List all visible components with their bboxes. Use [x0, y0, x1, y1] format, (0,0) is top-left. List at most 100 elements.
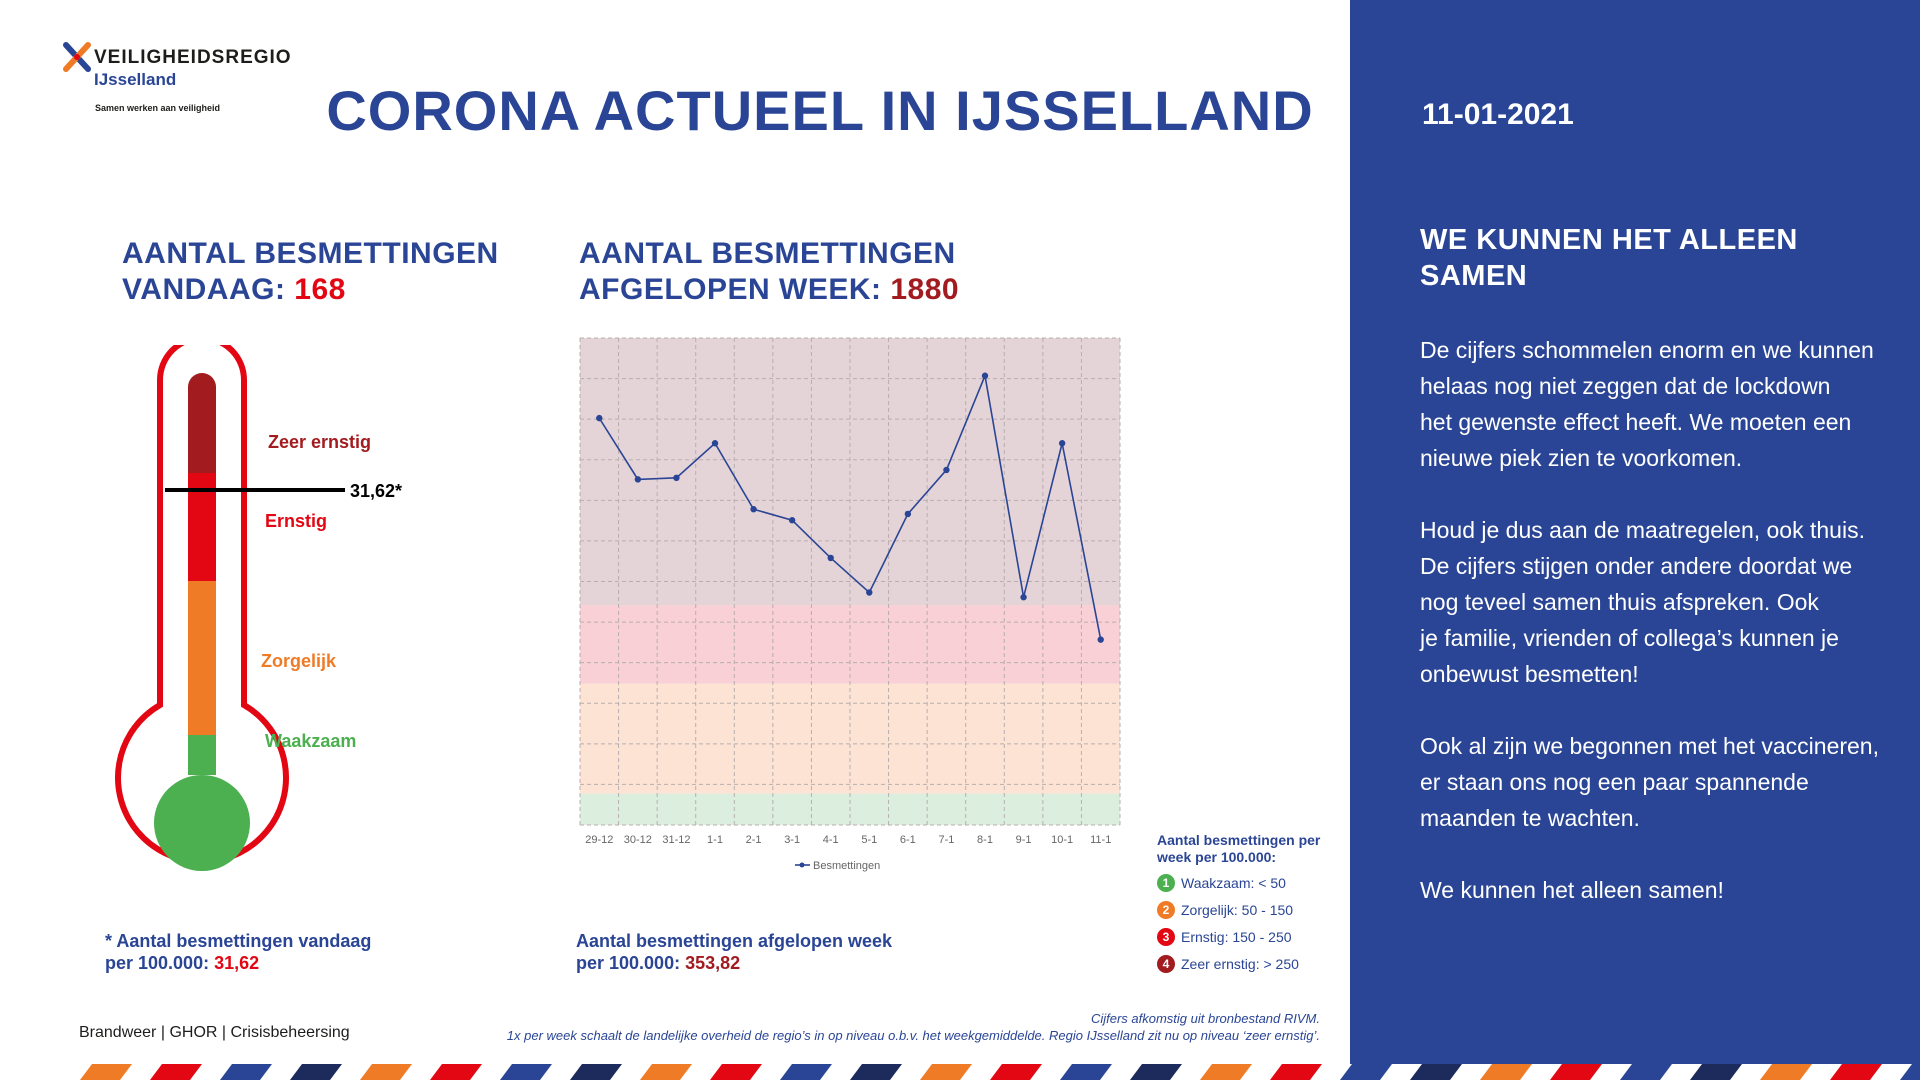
- brand-separator: |: [160, 1024, 165, 1041]
- sidebar-panel: [1350, 0, 1920, 1064]
- thermometer: [115, 345, 345, 871]
- today-heading: AANTAL BESMETTINGEN VANDAAG: 168: [122, 236, 499, 308]
- legend-number-2: 2: [1157, 901, 1175, 919]
- chart-x-tick-label: 3-1: [784, 834, 800, 846]
- sidebar-line: nieuwe piek zien te voorkomen.: [1420, 445, 1743, 471]
- week-footnote-value: 353,82: [685, 953, 741, 973]
- decorative-stripe: [80, 1064, 1920, 1080]
- chart-data-point: [904, 510, 912, 518]
- chart-x-tick-label: 5-1: [861, 834, 877, 846]
- sidebar-line: nog teveel samen thuis afspreken. Ook: [1420, 589, 1819, 615]
- source-note: Cijfers afkomstig uit bronbestand RIVM. …: [507, 1010, 1320, 1044]
- footer-brand: Brandweer | GHOR | Crisisbeheersing: [79, 1024, 350, 1042]
- today-heading-line1: AANTAL BESMETTINGEN: [122, 237, 499, 270]
- week-heading-line1: AANTAL BESMETTINGEN: [579, 237, 956, 270]
- legend-number-3: 3: [1157, 928, 1175, 946]
- chart-band: [580, 605, 1120, 684]
- chart-series-line: [598, 372, 1102, 640]
- chart-data-point: [673, 474, 680, 482]
- chart-x-tick-label: 1-1: [707, 834, 723, 846]
- stripe-segment: [290, 1064, 342, 1080]
- stripe-segment: [1270, 1064, 1322, 1080]
- stripe-segment: [1760, 1064, 1812, 1080]
- chart-x-tick-label: 9-1: [1016, 834, 1032, 846]
- sidebar-paragraph-2: Houd je dus aan de maatregelen, ook thui…: [1420, 512, 1900, 692]
- sidebar-paragraph-4: We kunnen het alleen samen!: [1420, 872, 1900, 908]
- sidebar-date: 11-01-2021: [1422, 98, 1574, 131]
- today-count: 168: [294, 273, 346, 306]
- thermometer-marker-label: 31,62*: [350, 481, 403, 501]
- stripe-segment: [500, 1064, 552, 1080]
- week-heading-prefix: AFGELOPEN WEEK:: [579, 273, 882, 306]
- chart-x-tick-label: 11-1: [1090, 834, 1111, 846]
- brand-separator: |: [221, 1024, 227, 1041]
- stripe-segment: [360, 1064, 412, 1080]
- stripe-segment: [1130, 1064, 1182, 1080]
- stripe-segment: [1060, 1064, 1112, 1080]
- stripe-segment: [220, 1064, 272, 1080]
- stripe-segment: [570, 1064, 622, 1080]
- chart-data-point: [827, 554, 834, 562]
- week-heading: AANTAL BESMETTINGEN AFGELOPEN WEEK: 1880: [579, 236, 959, 308]
- chart-data-point: [596, 414, 603, 422]
- source-line: 1x per week schaalt de landelijke overhe…: [506, 1028, 1320, 1043]
- legend-text: Zorgelijk: 50 - 150: [1181, 902, 1294, 918]
- logo-subtitle: IJsselland: [94, 70, 177, 89]
- logo-icon: [63, 42, 91, 72]
- stripe-segment: [1410, 1064, 1462, 1080]
- thermometer-label-zeer-ernstig: Zeer ernstig: [268, 432, 372, 452]
- legend-number-1: 1: [1157, 874, 1175, 892]
- stripe-segment: [80, 1064, 132, 1080]
- sidebar-line: We kunnen het alleen samen!: [1420, 877, 1724, 903]
- legend-title: Aantal besmettingen per week per 100.000…: [1157, 832, 1321, 865]
- stripe-segment: [710, 1064, 762, 1080]
- chart-x-tick-label: 10-1: [1051, 834, 1073, 846]
- chart-data-point: [866, 589, 873, 596]
- stripe-segment: [1830, 1064, 1882, 1080]
- chart-data-point: [788, 517, 796, 524]
- page-title: CORONA ACTUEEL IN IJSSELLAND: [326, 79, 1314, 142]
- stripe-segment: [1200, 1064, 1252, 1080]
- chart-x-tick-label: 4-1: [823, 834, 839, 846]
- sidebar-line: Houd je dus aan de maatregelen, ook thui…: [1420, 517, 1865, 543]
- chart-data-point: [981, 372, 989, 379]
- chart-x-tick-label: 6-1: [900, 834, 916, 846]
- sidebar-paragraph-3: Ook al zijn we begonnen met het vacciner…: [1420, 728, 1900, 836]
- brand-brandweer: Brandweer: [79, 1024, 157, 1041]
- chart-x-tick-label: 30-12: [624, 834, 652, 846]
- sidebar-line: Ook al zijn we begonnen met het vacciner…: [1420, 733, 1879, 759]
- chart-data-point: [711, 440, 719, 447]
- stripe-segment: [850, 1064, 902, 1080]
- legend-text: Zeer ernstig: > 250: [1181, 956, 1299, 972]
- week-line-chart: 29-12 30-12 31-12 1-1 2-1 3-1 4-1 5-1 6-1 7-1 8-1 9…: [579, 337, 1121, 872]
- sidebar-heading: WE KUNNEN HET ALLEEN SAMEN: [1420, 222, 1798, 294]
- thermometer-label-waakzaam: Waakzaam: [265, 731, 357, 751]
- logo-tagline: Samen werken aan veiligheid: [95, 103, 221, 113]
- chart-data-point: [1097, 636, 1104, 643]
- stripe-segment: [1340, 1064, 1392, 1080]
- stripe-segment: [150, 1064, 202, 1080]
- week-footnote-line1: Aantal besmettingen afgelopen week: [576, 931, 893, 951]
- stripe-segment: [780, 1064, 832, 1080]
- sidebar-paragraph-1: De cijfers schommelen enorm en we kunnen…: [1420, 332, 1900, 476]
- chart-data-point: [943, 466, 950, 474]
- stripe-segment: [1620, 1064, 1672, 1080]
- chart-x-tick-label: 8-1: [977, 834, 993, 846]
- chart-legend-marker: [799, 862, 805, 868]
- stripe-segment: [430, 1064, 482, 1080]
- thermometer-outline: [115, 345, 289, 865]
- source-line: Cijfers afkomstig uit bronbestand RIVM.: [1090, 1011, 1320, 1026]
- thermometer-label-zorgelijk: Zorgelijk: [261, 651, 337, 671]
- thermometer-bulb: [154, 775, 250, 871]
- sidebar-line: er staan ons nog een paar spannende: [1420, 769, 1809, 795]
- legend-item: 2 Zorgelijk: 50 - 150: [1157, 901, 1293, 919]
- legend-item: 1 Waakzaam: < 50: [1157, 874, 1286, 892]
- chart-data-point: [750, 506, 757, 513]
- sidebar-line: De cijfers schommelen enorm en we kunnen: [1420, 337, 1874, 363]
- stripe-segment: [920, 1064, 972, 1080]
- stripe-segment: [1550, 1064, 1602, 1080]
- chart-x-tick-label: 29-12: [585, 834, 613, 846]
- legend-item: 4 Zeer ernstig: > 250: [1157, 955, 1299, 973]
- thermometer-band-zorgelijk: [188, 581, 216, 735]
- legend-text: Ernstig: 150 - 250: [1181, 929, 1292, 945]
